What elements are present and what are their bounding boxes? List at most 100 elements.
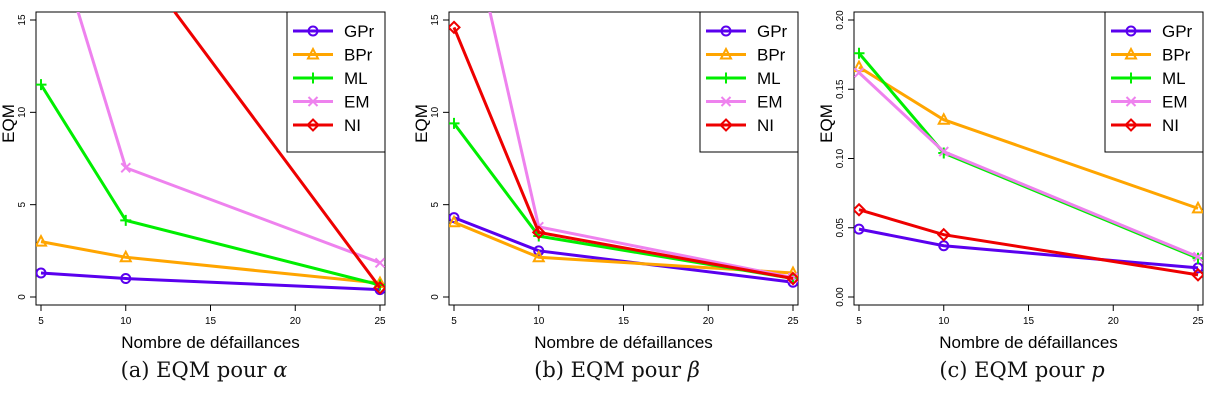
data-point-ni-b (786, 271, 798, 286)
data-point-ni-c (854, 202, 866, 217)
chart-a: 5 10 15 20 25 0 5 10 15 Nombre de défaillances EQM… (0, 11, 386, 352)
legend-marker-ni-b (719, 118, 733, 132)
data-point-bpr-c (854, 59, 866, 73)
legend-label-gpr-a: GPr (344, 22, 375, 41)
y-tick-label-c: 0.20 (835, 10, 846, 30)
legend-marker-ni-c (1124, 118, 1138, 132)
legend-marker-gpr-c (1125, 25, 1137, 37)
data-point-bpr-b (532, 249, 546, 263)
y-tick-label-a: 10 (17, 106, 28, 118)
legend-marker-gpr-a (307, 25, 319, 37)
y-tick-label-a: 5 (17, 201, 28, 207)
legend-marker-bpr-a (306, 46, 320, 60)
data-point-em-a (120, 162, 131, 173)
series-line-bpr-b (453, 220, 794, 275)
x-tick-label-b: 10 (533, 316, 545, 327)
y-tick-label-c: 0.10 (835, 148, 846, 168)
legend-label-ml-b: ML (757, 69, 781, 88)
legend-marker-bpr-c (1124, 46, 1138, 60)
legend-label-em-c: EM (1162, 93, 1188, 112)
chart-b: 5 10 15 20 25 0 5 10 15 Nombre de défaillances EQM… (412, 11, 799, 352)
x-tick-label-c: 25 (1192, 316, 1204, 327)
legend-marker-ni-a (306, 118, 320, 132)
x-tick-label-c: 20 (1108, 316, 1120, 327)
x-axis-label-a: Nombre de défaillances (121, 333, 300, 350)
legend-box-a (286, 11, 386, 153)
series-group-c (854, 47, 1203, 282)
data-point-bpr-a (119, 249, 133, 263)
series-line-ni-a (172, 12, 382, 289)
caption-c: (c) EQM pour p (939, 358, 1105, 382)
caption-a: (a) EQM pour α (120, 358, 288, 382)
x-tick-label-a: 10 (120, 316, 132, 327)
series-line-gpr-a (40, 271, 381, 292)
y-axis-label-b: EQM (413, 104, 431, 143)
data-point-gpr-a (36, 267, 47, 279)
data-point-gpr-a (120, 273, 132, 285)
x-tick-label-c: 5 (856, 316, 862, 327)
x-axis-label-b: Nombre de défaillances (534, 333, 713, 350)
data-point-bpr-b (449, 214, 461, 228)
series-group-b (449, 12, 798, 288)
data-point-ni-c (936, 227, 951, 242)
legend-label-ml-a: ML (344, 69, 368, 88)
legend-label-bpr-c: BPr (1162, 46, 1191, 65)
data-point-ni-b (531, 225, 546, 240)
x-tick-label-c: 15 (1023, 316, 1035, 327)
x-tick-label-b: 25 (787, 316, 799, 327)
data-point-em-c (1192, 251, 1203, 263)
x-tick-label-c: 10 (938, 316, 950, 327)
panel-b: 5 10 15 20 25 0 5 10 15 Nombre de défaillances EQM… (412, 0, 821, 412)
series-group-a (36, 12, 385, 296)
data-point-gpr-b (449, 212, 460, 224)
y-tick-label-b: 5 (430, 201, 441, 207)
legend-marker-ml-a (307, 72, 319, 84)
caption-b: (b) EQM pour β (534, 358, 700, 382)
data-point-gpr-c (854, 223, 865, 235)
y-axis-label-a: EQM (0, 104, 18, 143)
legend-label-bpr-b: BPr (757, 46, 786, 65)
legend-marker-em-b (720, 96, 732, 107)
y-tick-label-c: 0.15 (835, 79, 846, 99)
legend-box-b (699, 11, 799, 153)
legend-label-gpr-b: GPr (757, 22, 788, 41)
legend-label-em-b: EM (757, 93, 783, 112)
legend-label-em-a: EM (344, 93, 370, 112)
x-tick-label-a: 5 (38, 316, 44, 327)
x-axis-label-c: Nombre de défaillances (939, 333, 1118, 350)
panel-c: 5 10 15 20 25 0.00 0.05 0.10 0.15 0.20 Nombre de d… (817, 0, 1225, 412)
legend-label-gpr-c: GPr (1162, 22, 1193, 41)
series-line-bpr-a (40, 240, 381, 285)
legend-label-ml-c: ML (1162, 69, 1186, 88)
x-tick-label-a: 15 (205, 316, 217, 327)
x-tick-label-b: 20 (703, 316, 715, 327)
y-tick-label-a: 15 (17, 14, 28, 26)
x-tick-label-a: 25 (374, 316, 386, 327)
y-tick-label-c: 0.05 (835, 218, 846, 238)
data-point-ml-a (36, 79, 47, 91)
x-tick-label-b: 5 (451, 316, 457, 327)
series-line-ni-c (858, 208, 1199, 277)
legend-box-c (1104, 11, 1204, 153)
legend-marker-ml-b (720, 72, 732, 84)
data-point-em-a (374, 257, 385, 269)
data-point-ml-a (120, 214, 132, 226)
data-point-ml-c (854, 47, 865, 59)
legend-marker-em-c (1125, 96, 1137, 107)
series-line-ni-b (452, 26, 794, 281)
legend-label-ni-b: NI (757, 116, 774, 135)
chart-c: 5 10 15 20 25 0.00 0.05 0.10 0.15 0.20 Nombre de d… (817, 10, 1204, 352)
x-tick-label-b: 15 (618, 316, 630, 327)
panel-a: 5 10 15 20 25 0 5 10 15 Nombre de défaillances EQM… (0, 0, 408, 412)
legend-label-bpr-a: BPr (344, 46, 373, 65)
y-tick-label-c: 0.00 (835, 287, 846, 307)
legend-label-ni-c: NI (1162, 116, 1179, 135)
y-tick-label-a: 0 (17, 294, 28, 300)
data-point-ml-b (449, 117, 460, 129)
data-point-bpr-c (1191, 200, 1203, 214)
y-axis-label-c: EQM (818, 104, 836, 143)
legend-marker-bpr-b (719, 46, 733, 60)
data-point-gpr-b (533, 245, 545, 257)
data-point-bpr-c (937, 112, 951, 125)
